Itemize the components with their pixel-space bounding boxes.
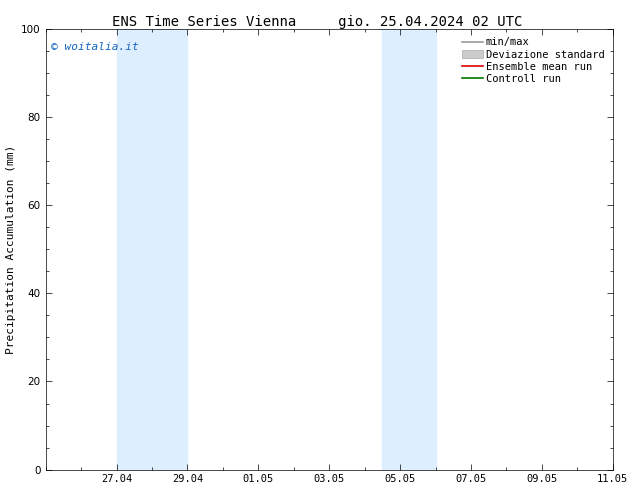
Bar [382,29,407,469]
Text: © woitalia.it: © woitalia.it [51,42,139,52]
Bar [407,29,436,469]
Y-axis label: Precipitation Accumulation (mm): Precipitation Accumulation (mm) [6,145,16,354]
Text: ENS Time Series Vienna     gio. 25.04.2024 02 UTC: ENS Time Series Vienna gio. 25.04.2024 0… [112,15,522,29]
Legend: min/max, Deviazione standard, Ensemble mean run, Controll run: min/max, Deviazione standard, Ensemble m… [458,34,607,87]
Bar [117,29,188,469]
